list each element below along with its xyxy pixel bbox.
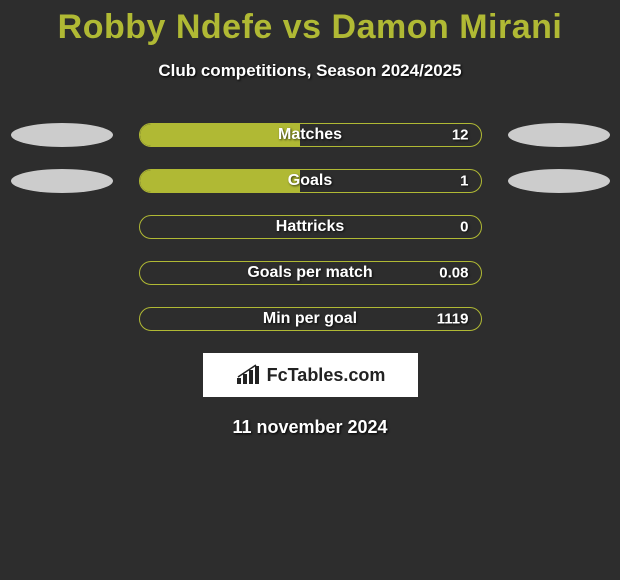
player-left-marker [11,307,113,331]
stat-row: Goals per match 0.08 [0,261,620,285]
stat-bar: Goals per match 0.08 [139,261,482,285]
stat-value: 1 [460,173,468,190]
stat-label: Hattricks [276,218,344,236]
player-left-marker [11,169,113,193]
logo-badge: FcTables.com [203,353,418,397]
stat-row: Hattricks 0 [0,215,620,239]
stat-value: 12 [452,127,469,144]
player-left-marker [11,123,113,147]
player-left-marker [11,215,113,239]
stat-value: 0.08 [439,265,468,282]
player-left-marker [11,261,113,285]
stat-value: 1119 [437,311,469,328]
subtitle: Club competitions, Season 2024/2025 [0,61,620,81]
stat-row: Min per goal 1119 [0,307,620,331]
player-right-marker [508,169,610,193]
stat-bar-fill [140,170,300,192]
chart-container: Robby Ndefe vs Damon Mirani Club competi… [0,0,620,438]
stat-bar: Goals 1 [139,169,482,193]
date-label: 11 november 2024 [0,417,620,438]
stat-label: Goals [288,172,332,190]
player-right-marker [508,215,610,239]
stat-bar: Matches 12 [139,123,482,147]
logo-text: FcTables.com [267,365,386,386]
page-title: Robby Ndefe vs Damon Mirani [0,8,620,47]
stat-bar: Hattricks 0 [139,215,482,239]
stat-value: 0 [460,219,468,236]
player-right-marker [508,307,610,331]
stat-label: Min per goal [263,310,357,328]
stat-bar-fill [140,124,300,146]
stat-row: Matches 12 [0,123,620,147]
stat-row: Goals 1 [0,169,620,193]
stat-label: Goals per match [247,264,372,282]
stat-rows: Matches 12 Goals 1 Hattricks 0 Goals per match… [0,123,620,331]
bars-icon [235,364,261,386]
stat-label: Matches [278,126,342,144]
player-right-marker [508,261,610,285]
player-right-marker [508,123,610,147]
stat-bar: Min per goal 1119 [139,307,482,331]
